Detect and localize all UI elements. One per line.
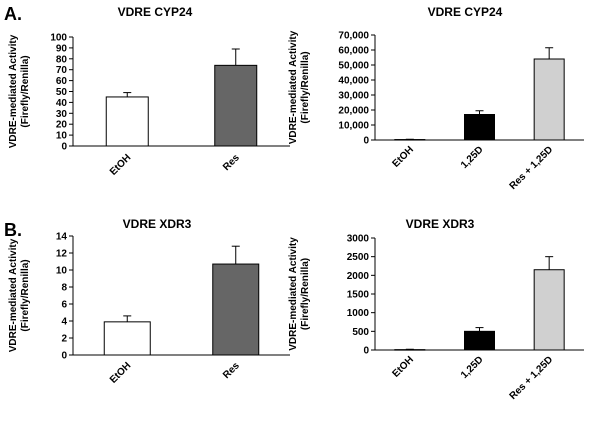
- category-label: EtOH: [390, 144, 415, 169]
- y-axis-label-line: (Firefly/Renilla): [20, 259, 31, 331]
- chart-2: VDRE CYP24 VDRE-mediated Activity(Firefly…: [288, 5, 584, 192]
- category-label: EtOH: [390, 354, 415, 379]
- y-tick-label: 0: [61, 351, 67, 362]
- category-label: Res: [221, 360, 242, 381]
- category-label: EtOH: [108, 152, 133, 177]
- chart-title: VDRE CYP24: [428, 5, 503, 19]
- y-axis-label: VDRE-mediated Activity(Firefly/Renilla): [8, 34, 31, 148]
- y-axis-label-line: VDRE-mediated Activity: [8, 34, 19, 148]
- category-label: 1,25D: [459, 144, 486, 171]
- y-tick-label: 4: [61, 317, 67, 328]
- y-axis-label-line: (Firefly/Renilla): [300, 258, 311, 330]
- bar: [394, 349, 426, 351]
- y-tick-label: 0: [363, 136, 369, 147]
- chart-1: VDRE CYP24 VDRE-mediated Activity(Firefly…: [8, 5, 290, 178]
- y-axis-label-line: (Firefly/Renilla): [20, 55, 31, 127]
- bar: [214, 64, 258, 147]
- y-axis-label-line: VDRE-mediated Activity: [288, 237, 299, 351]
- chart-4: VDRE XDR3 VDRE-mediated Activity(Firefly/…: [288, 217, 584, 402]
- y-tick-label: 14: [56, 232, 68, 243]
- chart-title: VDRE XDR3: [123, 217, 192, 231]
- y-tick-label: 90: [56, 43, 68, 54]
- y-tick-label: 0: [363, 346, 369, 357]
- y-tick-label: 50,000: [338, 61, 369, 72]
- y-tick-label: 1500: [347, 290, 370, 301]
- category-label: Res: [221, 152, 242, 173]
- y-axis-label: VDRE-mediated Activity(Firefly/Renilla): [288, 237, 311, 351]
- y-tick-label: 10,000: [338, 121, 369, 132]
- bar: [533, 58, 565, 141]
- y-tick-label: 10: [56, 131, 68, 142]
- y-tick-label: 100: [50, 33, 67, 44]
- y-tick-label: 3000: [347, 234, 370, 245]
- y-axis-label-line: VDRE-mediated Activity: [288, 30, 299, 144]
- y-tick-label: 30: [56, 109, 68, 120]
- y-tick-label: 1000: [347, 308, 370, 319]
- y-tick-label: 0: [61, 142, 67, 153]
- y-tick-label: 12: [56, 249, 68, 260]
- y-tick-label: 30,000: [338, 91, 369, 102]
- y-tick-label: 60: [56, 76, 68, 87]
- y-tick-label: 2: [61, 334, 67, 345]
- panel-label-a: A.: [4, 4, 22, 24]
- bar: [464, 330, 495, 351]
- y-tick-label: 8: [61, 283, 67, 294]
- y-axis-label: VDRE-mediated Activity(Firefly/Renilla): [288, 30, 311, 144]
- y-tick-label: 20: [56, 120, 68, 131]
- y-tick-label: 500: [352, 327, 369, 338]
- chart-3: VDRE XDR3 VDRE-mediated Activity(Firefly/…: [8, 217, 290, 386]
- bar: [533, 269, 565, 351]
- y-tick-label: 70,000: [338, 31, 369, 42]
- bar: [212, 263, 260, 356]
- category-label: EtOH: [108, 360, 133, 385]
- bar: [105, 96, 149, 147]
- y-tick-label: 2000: [347, 271, 370, 282]
- y-axis-label-line: (Firefly/Renilla): [300, 51, 311, 123]
- y-tick-label: 20,000: [338, 106, 369, 117]
- y-tick-label: 50: [56, 87, 68, 98]
- y-tick-label: 10: [56, 266, 68, 277]
- bar: [394, 139, 426, 141]
- y-axis-label: VDRE-mediated Activity(Firefly/Renilla): [8, 238, 31, 352]
- y-tick-label: 40,000: [338, 76, 369, 87]
- category-label: 1,25D: [459, 354, 486, 381]
- y-tick-label: 60,000: [338, 46, 369, 57]
- bar: [464, 114, 495, 141]
- y-tick-label: 6: [61, 300, 67, 311]
- panel-label-b: B.: [4, 220, 22, 240]
- category-label: Res + 1,25D: [508, 354, 556, 402]
- bar: [103, 321, 151, 356]
- y-tick-label: 40: [56, 98, 68, 109]
- chart-title: VDRE CYP24: [118, 5, 193, 19]
- y-tick-label: 70: [56, 65, 68, 76]
- y-axis-label-line: VDRE-mediated Activity: [8, 238, 19, 352]
- y-tick-label: 80: [56, 54, 68, 65]
- category-label: Res + 1,25D: [508, 144, 556, 192]
- chart-title: VDRE XDR3: [406, 217, 475, 231]
- y-tick-label: 2500: [347, 252, 370, 263]
